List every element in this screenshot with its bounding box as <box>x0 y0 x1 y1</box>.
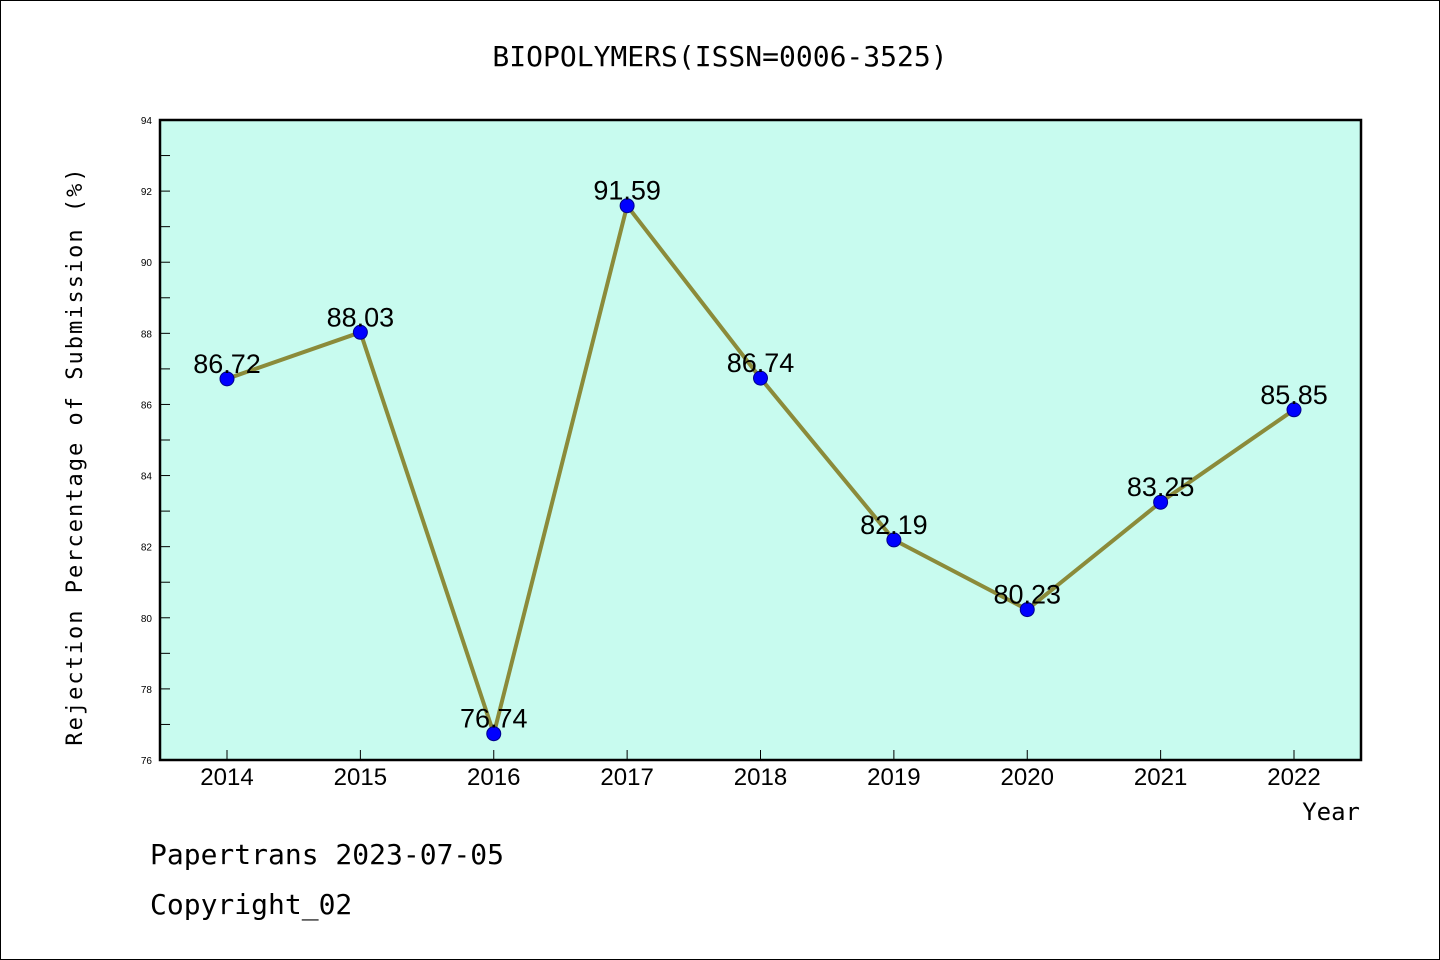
data-label: 88.03 <box>327 302 395 332</box>
y-tick-label: 88 <box>141 329 153 340</box>
y-tick-label: 86 <box>141 400 153 411</box>
x-tick-label: 2015 <box>334 764 387 791</box>
data-point <box>753 370 768 386</box>
x-tick-label: 2018 <box>734 764 787 791</box>
plot-area <box>158 118 1363 762</box>
data-point <box>886 532 902 548</box>
data-point <box>1153 494 1169 510</box>
x-tick-label: 2014 <box>200 764 253 791</box>
data-label: 91.59 <box>593 176 661 206</box>
data-label: 80.23 <box>993 580 1061 610</box>
chart-title: BIOPOLYMERS(ISSN=0006-3525) <box>492 40 947 73</box>
y-tick-label: 84 <box>141 472 153 483</box>
data-point <box>619 198 635 214</box>
x-axis-label: Year <box>1302 798 1360 826</box>
y-tick-label: 92 <box>141 187 153 198</box>
x-tick-label: 2021 <box>1134 764 1187 791</box>
y-tick-label: 76 <box>141 756 153 767</box>
y-axis-label: Rejection Percentage of Submission (%) <box>63 166 88 745</box>
y-tick-label: 94 <box>141 116 153 127</box>
footer-date: Papertrans 2023-07-05 <box>150 838 504 871</box>
data-point <box>1286 402 1302 418</box>
data-label: 82.19 <box>860 510 928 540</box>
data-point <box>352 324 368 340</box>
y-tick-label: 80 <box>141 614 153 625</box>
x-tick-label: 2022 <box>1267 764 1320 791</box>
data-labels: 86.72 88.03 76.74 91.59 86.74 82.19 80.23 83.25… <box>193 176 1328 734</box>
data-point <box>486 726 502 742</box>
x-tick-label: 2020 <box>1001 764 1054 791</box>
data-label: 86.74 <box>727 348 795 378</box>
x-axis: 2014 2015 2016 2017 2018 2019 2020 2021 2022 <box>200 750 1321 791</box>
footer-copyright: Copyright_02 <box>150 888 352 922</box>
y-tick-label: 82 <box>141 543 153 554</box>
y-tick-label: 78 <box>141 685 153 696</box>
y-axis: 76 78 80 82 84 86 88 90 92 94 <box>141 116 170 767</box>
x-tick-label: 2016 <box>467 764 520 791</box>
data-point <box>1019 602 1035 618</box>
data-label: 86.72 <box>193 349 261 379</box>
x-tick-label: 2019 <box>867 764 920 791</box>
series-markers <box>219 198 1302 742</box>
data-label: 76.74 <box>460 704 528 734</box>
x-tick-label: 2017 <box>600 764 653 791</box>
data-label: 83.25 <box>1127 472 1195 502</box>
y-tick-label: 90 <box>141 258 153 269</box>
data-point <box>219 371 235 387</box>
data-label: 85.85 <box>1260 380 1328 410</box>
